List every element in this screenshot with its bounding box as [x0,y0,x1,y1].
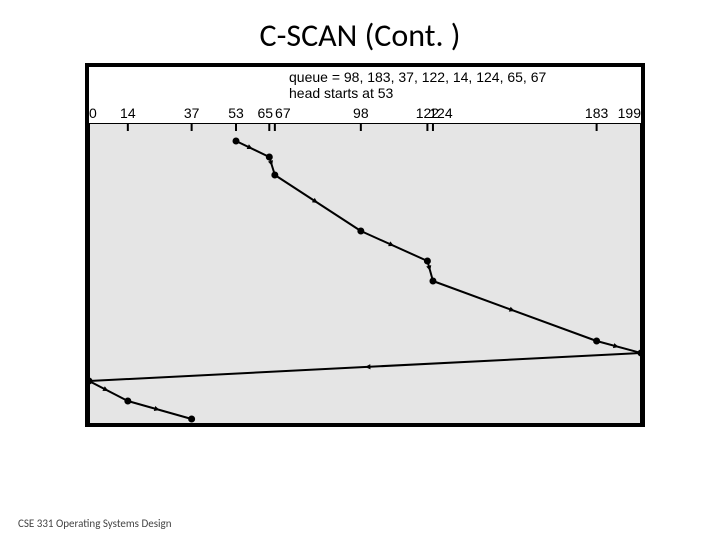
figure-container: queue = 98, 183, 37, 122, 14, 124, 65, 6… [85,63,645,427]
figure-border: queue = 98, 183, 37, 122, 14, 124, 65, 6… [85,63,645,427]
figure-header-line: head starts at 53 [289,85,641,101]
figure-header-line: queue = 98, 183, 37, 122, 14, 124, 65, 6… [289,69,641,85]
axis-tick-label: 124 [429,105,452,121]
plot-svg [89,123,641,423]
axis-tick-label: 67 [275,105,291,121]
axis-tick-label: 98 [353,105,369,121]
axis-tick-label: 65 [258,105,274,121]
axis-tick-label: 0 [89,105,97,121]
slide-footer: CSE 331 Operating Systems Design [18,517,172,530]
axis-tick-label: 183 [585,105,608,121]
axis-labels-row: 0143753656798122124183199 [89,105,641,123]
axis-tick-label: 199 [618,105,641,121]
plot-area [89,123,641,423]
axis-tick-label: 37 [184,105,200,121]
axis-tick-label: 53 [228,105,244,121]
figure-header: queue = 98, 183, 37, 122, 14, 124, 65, 6… [89,67,641,105]
slide-title: C-SCAN (Cont. ) [0,0,720,63]
axis-tick-label: 14 [120,105,136,121]
